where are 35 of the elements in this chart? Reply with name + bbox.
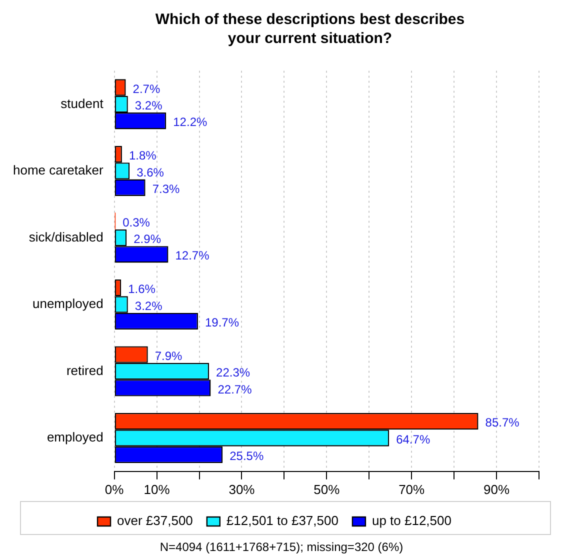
data-label: 2.7% xyxy=(132,82,160,96)
data-label: 22.3% xyxy=(216,366,250,380)
data-label: 25.5% xyxy=(230,449,264,464)
data-label: 12.7% xyxy=(175,248,210,263)
data-label: 1.8% xyxy=(128,148,157,163)
data-label: 3.2% xyxy=(134,98,163,112)
y-tick-label: employed xyxy=(46,430,104,445)
y-tick-label: sick/disabled xyxy=(28,229,104,244)
data-label: 0.3% xyxy=(122,215,150,230)
x-tick-label: 70% xyxy=(398,482,426,497)
x-tick-label: 0% xyxy=(104,482,124,497)
x-tick-label: 10% xyxy=(144,482,170,497)
x-tick-label: 30% xyxy=(228,482,256,497)
data-label: 12.2% xyxy=(173,115,208,130)
y-tick-label: unemployed xyxy=(32,296,104,312)
data-label: 7.3% xyxy=(152,182,180,196)
y-tick-label: student xyxy=(60,96,104,111)
data-label: 64.7% xyxy=(396,432,430,446)
x-tick-label: 50% xyxy=(314,482,340,497)
data-label: 3.2% xyxy=(134,298,163,313)
legend-label: over £37,500 xyxy=(117,513,193,528)
data-label: 3.6% xyxy=(136,165,164,180)
data-label: 19.7% xyxy=(204,315,240,330)
data-label: 22.7% xyxy=(218,382,252,396)
legend-label: £12,501 to £37,500 xyxy=(226,513,338,528)
y-tick-label: home caretaker xyxy=(12,162,104,178)
chart-title: Which of these descriptions best describes your current situation? xyxy=(154,10,466,48)
x-tick-label: 90% xyxy=(484,482,510,497)
data-label: 85.7% xyxy=(485,416,520,430)
y-tick-label: retired xyxy=(66,362,104,378)
legend-label: up to £12,500 xyxy=(372,513,452,528)
data-label: 1.6% xyxy=(128,282,156,296)
data-label: 2.9% xyxy=(134,232,162,246)
data-label: 7.9% xyxy=(154,348,183,363)
text: N=4094 (1611+1768+715); missing=320 (6%) xyxy=(158,540,404,554)
